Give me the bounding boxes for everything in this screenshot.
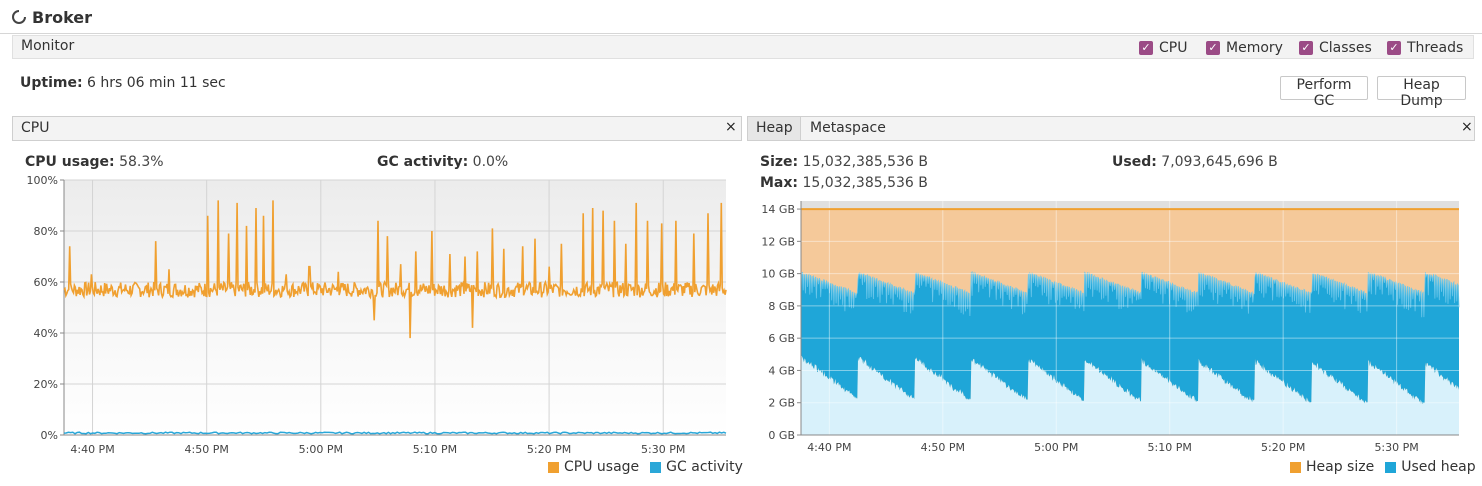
y-tick-label: 80% (34, 225, 58, 238)
legend-used-heap: Used heap (1401, 459, 1476, 475)
heap-size-stat: Size: 15,032,385,536 B (760, 154, 928, 170)
series-used-heap (801, 271, 1459, 404)
legend-swatch-cpu (548, 461, 559, 473)
y-tick-label: 12 GB (761, 235, 795, 248)
x-tick-label: 5:30 PM (641, 443, 685, 456)
used-heap-edge (800, 270, 1460, 318)
y-tick-label: 100% (27, 176, 58, 187)
y-tick-label: 2 GB (768, 397, 795, 410)
monitor-label: Monitor (21, 38, 75, 54)
legend-gc-activity: GC activity (666, 459, 743, 475)
x-tick-label: 5:20 PM (1261, 441, 1305, 454)
uptime: Uptime: 6 hrs 06 min 11 sec (20, 75, 226, 91)
heap-panel-header: Heap Metaspace × (747, 116, 1475, 141)
uptime-value: 6 hrs 06 min 11 sec (87, 75, 226, 91)
monitor-header: Monitor ✓ CPU ✓ Memory ✓ Classes ✓ Threa… (12, 35, 1474, 59)
heap-chart: 0 GB 2 GB 4 GB 6 GB 8 GB 10 GB 12 GB 14 GB 4:40 … (761, 201, 1460, 454)
series-cpu-usage (63, 200, 727, 339)
y-tick-label: 10 GB (761, 268, 795, 281)
x-tick-label: 5:00 PM (1034, 441, 1078, 454)
x-tick-label: 4:50 PM (921, 441, 965, 454)
y-tick-label: 0% (41, 429, 58, 442)
gc-activity-stat: GC activity: 0.0% (377, 154, 509, 170)
plot-area (64, 180, 726, 435)
x-tick-label: 5:30 PM (1374, 441, 1418, 454)
tab-broker[interactable]: Broker (0, 0, 200, 33)
tab-bar: Broker (0, 0, 1482, 34)
loading-spinner-icon (12, 10, 26, 24)
legend-swatch-heap-size (1290, 461, 1301, 473)
y-tick-label: 20% (34, 378, 58, 391)
x-tick-label: 5:10 PM (1148, 441, 1192, 454)
series-gc-activity (63, 431, 727, 435)
cpu-usage-stat: CPU usage: 58.3% (25, 154, 164, 170)
x-tick-label: 5:10 PM (413, 443, 457, 456)
uptime-label: Uptime: (20, 75, 83, 91)
heap-used-value: 7,093,645,696 B (1161, 154, 1278, 170)
x-tick-label: 4:40 PM (70, 443, 114, 456)
y-tick-label: 4 GB (768, 364, 795, 377)
tab-heap[interactable]: Heap (748, 117, 801, 140)
heap-size-value: 15,032,385,536 B (802, 154, 928, 170)
heap-legend: Heap size Used heap (1290, 459, 1476, 475)
legend-swatch-used-heap (1385, 461, 1397, 473)
y-tick-label: 40% (34, 327, 58, 340)
close-icon[interactable]: × (725, 119, 737, 135)
x-tick-label: 4:50 PM (185, 443, 229, 456)
checkbox-memory[interactable]: ✓ Memory (1206, 40, 1283, 56)
heap-max-stat: Max: 15,032,385,536 B (760, 175, 928, 191)
cpu-panel-title: CPU (21, 120, 50, 136)
checkbox-checked-icon: ✓ (1387, 41, 1401, 55)
cpu-panel-header: CPU × (12, 116, 742, 141)
checkbox-checked-icon: ✓ (1139, 41, 1153, 55)
perform-gc-button[interactable]: Perform GC (1280, 76, 1368, 109)
legend-cpu-usage: CPU usage (564, 459, 640, 475)
x-tick-label: 4:40 PM (807, 441, 851, 454)
y-tick-label: 6 GB (768, 332, 795, 345)
legend-swatch-gc (650, 461, 662, 473)
x-tick-label: 5:00 PM (299, 443, 343, 456)
y-tick-label: 14 GB (761, 203, 795, 216)
tab-metaspace[interactable]: Metaspace (810, 120, 886, 136)
cpu-legend: CPU usage GC activity (548, 459, 743, 475)
used-heap-low-area (801, 355, 1459, 435)
checkbox-checked-icon: ✓ (1299, 41, 1313, 55)
checkbox-checked-icon: ✓ (1206, 41, 1220, 55)
checkbox-threads[interactable]: ✓ Threads (1387, 40, 1463, 56)
gc-activity-value: 0.0% (472, 154, 509, 170)
y-tick-label: 0 GB (768, 429, 795, 442)
y-tick-label: 8 GB (768, 300, 795, 313)
close-icon[interactable]: × (1461, 119, 1473, 135)
legend-heap-size: Heap size (1306, 459, 1375, 475)
heap-dump-button[interactable]: Heap Dump (1377, 76, 1466, 109)
heap-max-value: 15,032,385,536 B (802, 175, 928, 191)
cpu-usage-value: 58.3% (119, 154, 164, 170)
x-tick-label: 5:20 PM (527, 443, 571, 456)
y-tick-label: 60% (34, 276, 58, 289)
checkbox-cpu[interactable]: ✓ CPU (1139, 40, 1187, 56)
heap-used-stat: Used: 7,093,645,696 B (1112, 154, 1278, 170)
checkbox-classes[interactable]: ✓ Classes (1299, 40, 1372, 56)
cpu-chart: 0% 20% 40% 60% 80% 100% 4:40 PM 4:50 PM 5:00 PM 5… (27, 176, 727, 456)
tab-title: Broker (32, 8, 93, 27)
